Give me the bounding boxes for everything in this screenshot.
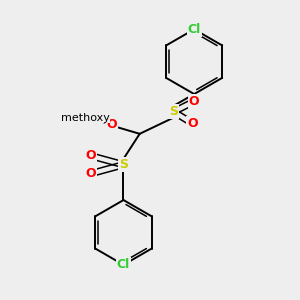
- Text: methoxy: methoxy: [61, 112, 110, 123]
- Text: O: O: [86, 167, 96, 180]
- Text: S: S: [119, 158, 128, 171]
- Text: Cl: Cl: [188, 23, 201, 36]
- Text: Cl: Cl: [117, 258, 130, 271]
- Text: O: O: [189, 95, 200, 108]
- Text: O: O: [188, 117, 198, 130]
- Text: O: O: [86, 149, 96, 162]
- Text: O: O: [106, 118, 117, 131]
- Text: S: S: [169, 105, 178, 118]
